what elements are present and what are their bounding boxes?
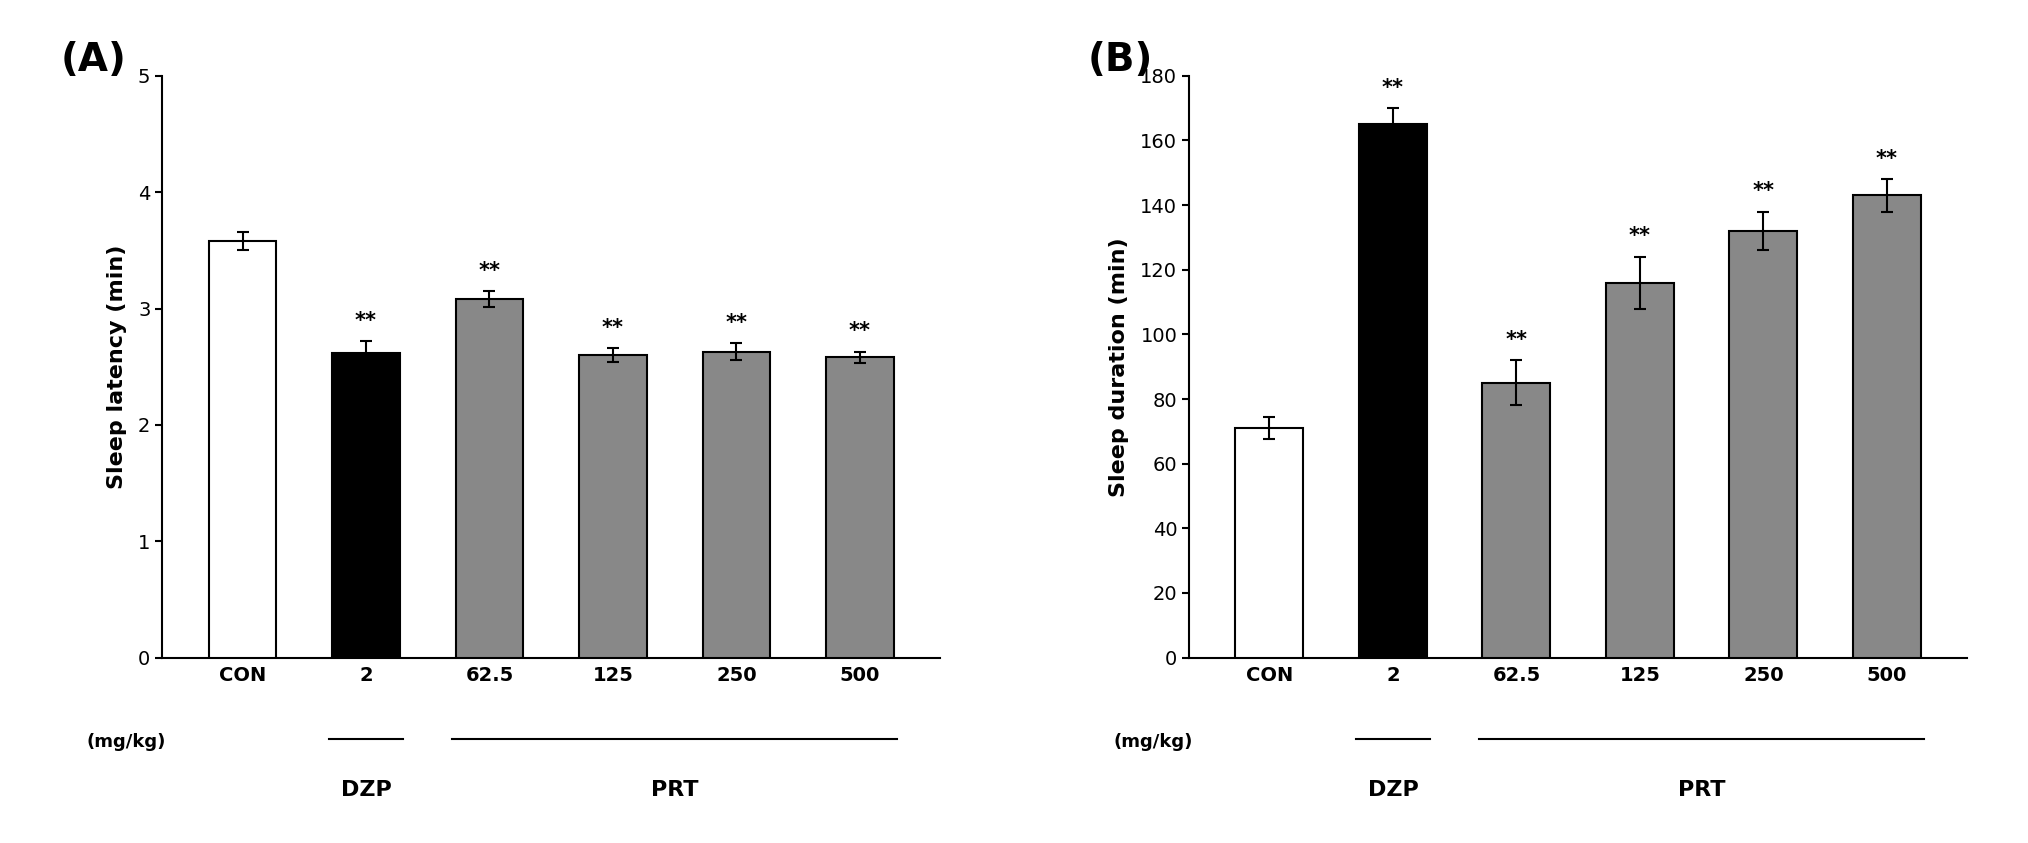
- Bar: [1359, 124, 1428, 658]
- Text: (A): (A): [61, 41, 128, 79]
- Text: **: **: [1505, 330, 1527, 350]
- Bar: [456, 299, 523, 658]
- Text: **: **: [726, 313, 748, 333]
- Bar: [1606, 282, 1673, 658]
- Bar: [209, 241, 276, 658]
- Text: (mg/kg): (mg/kg): [1113, 733, 1192, 751]
- Text: (B): (B): [1089, 41, 1154, 79]
- Text: **: **: [355, 310, 377, 330]
- Bar: [1235, 428, 1304, 658]
- Bar: [702, 352, 771, 658]
- Text: PRT: PRT: [1677, 780, 1726, 800]
- Text: **: **: [1752, 181, 1774, 201]
- Bar: [1854, 196, 1921, 658]
- Y-axis label: Sleep latency (min): Sleep latency (min): [107, 244, 128, 489]
- Text: **: **: [602, 318, 625, 337]
- Bar: [333, 352, 400, 658]
- Bar: [1730, 231, 1797, 658]
- Y-axis label: Sleep duration (min): Sleep duration (min): [1109, 237, 1130, 497]
- Text: **: **: [1876, 149, 1898, 169]
- Text: (mg/kg): (mg/kg): [87, 733, 166, 751]
- Text: **: **: [850, 321, 870, 341]
- Bar: [825, 357, 894, 658]
- Text: **: **: [1628, 227, 1651, 246]
- Text: PRT: PRT: [651, 780, 698, 800]
- Text: DZP: DZP: [1367, 780, 1418, 800]
- Text: DZP: DZP: [341, 780, 391, 800]
- Text: **: **: [479, 260, 501, 281]
- Bar: [1482, 383, 1549, 658]
- Text: **: **: [1381, 78, 1403, 98]
- Bar: [580, 355, 647, 658]
